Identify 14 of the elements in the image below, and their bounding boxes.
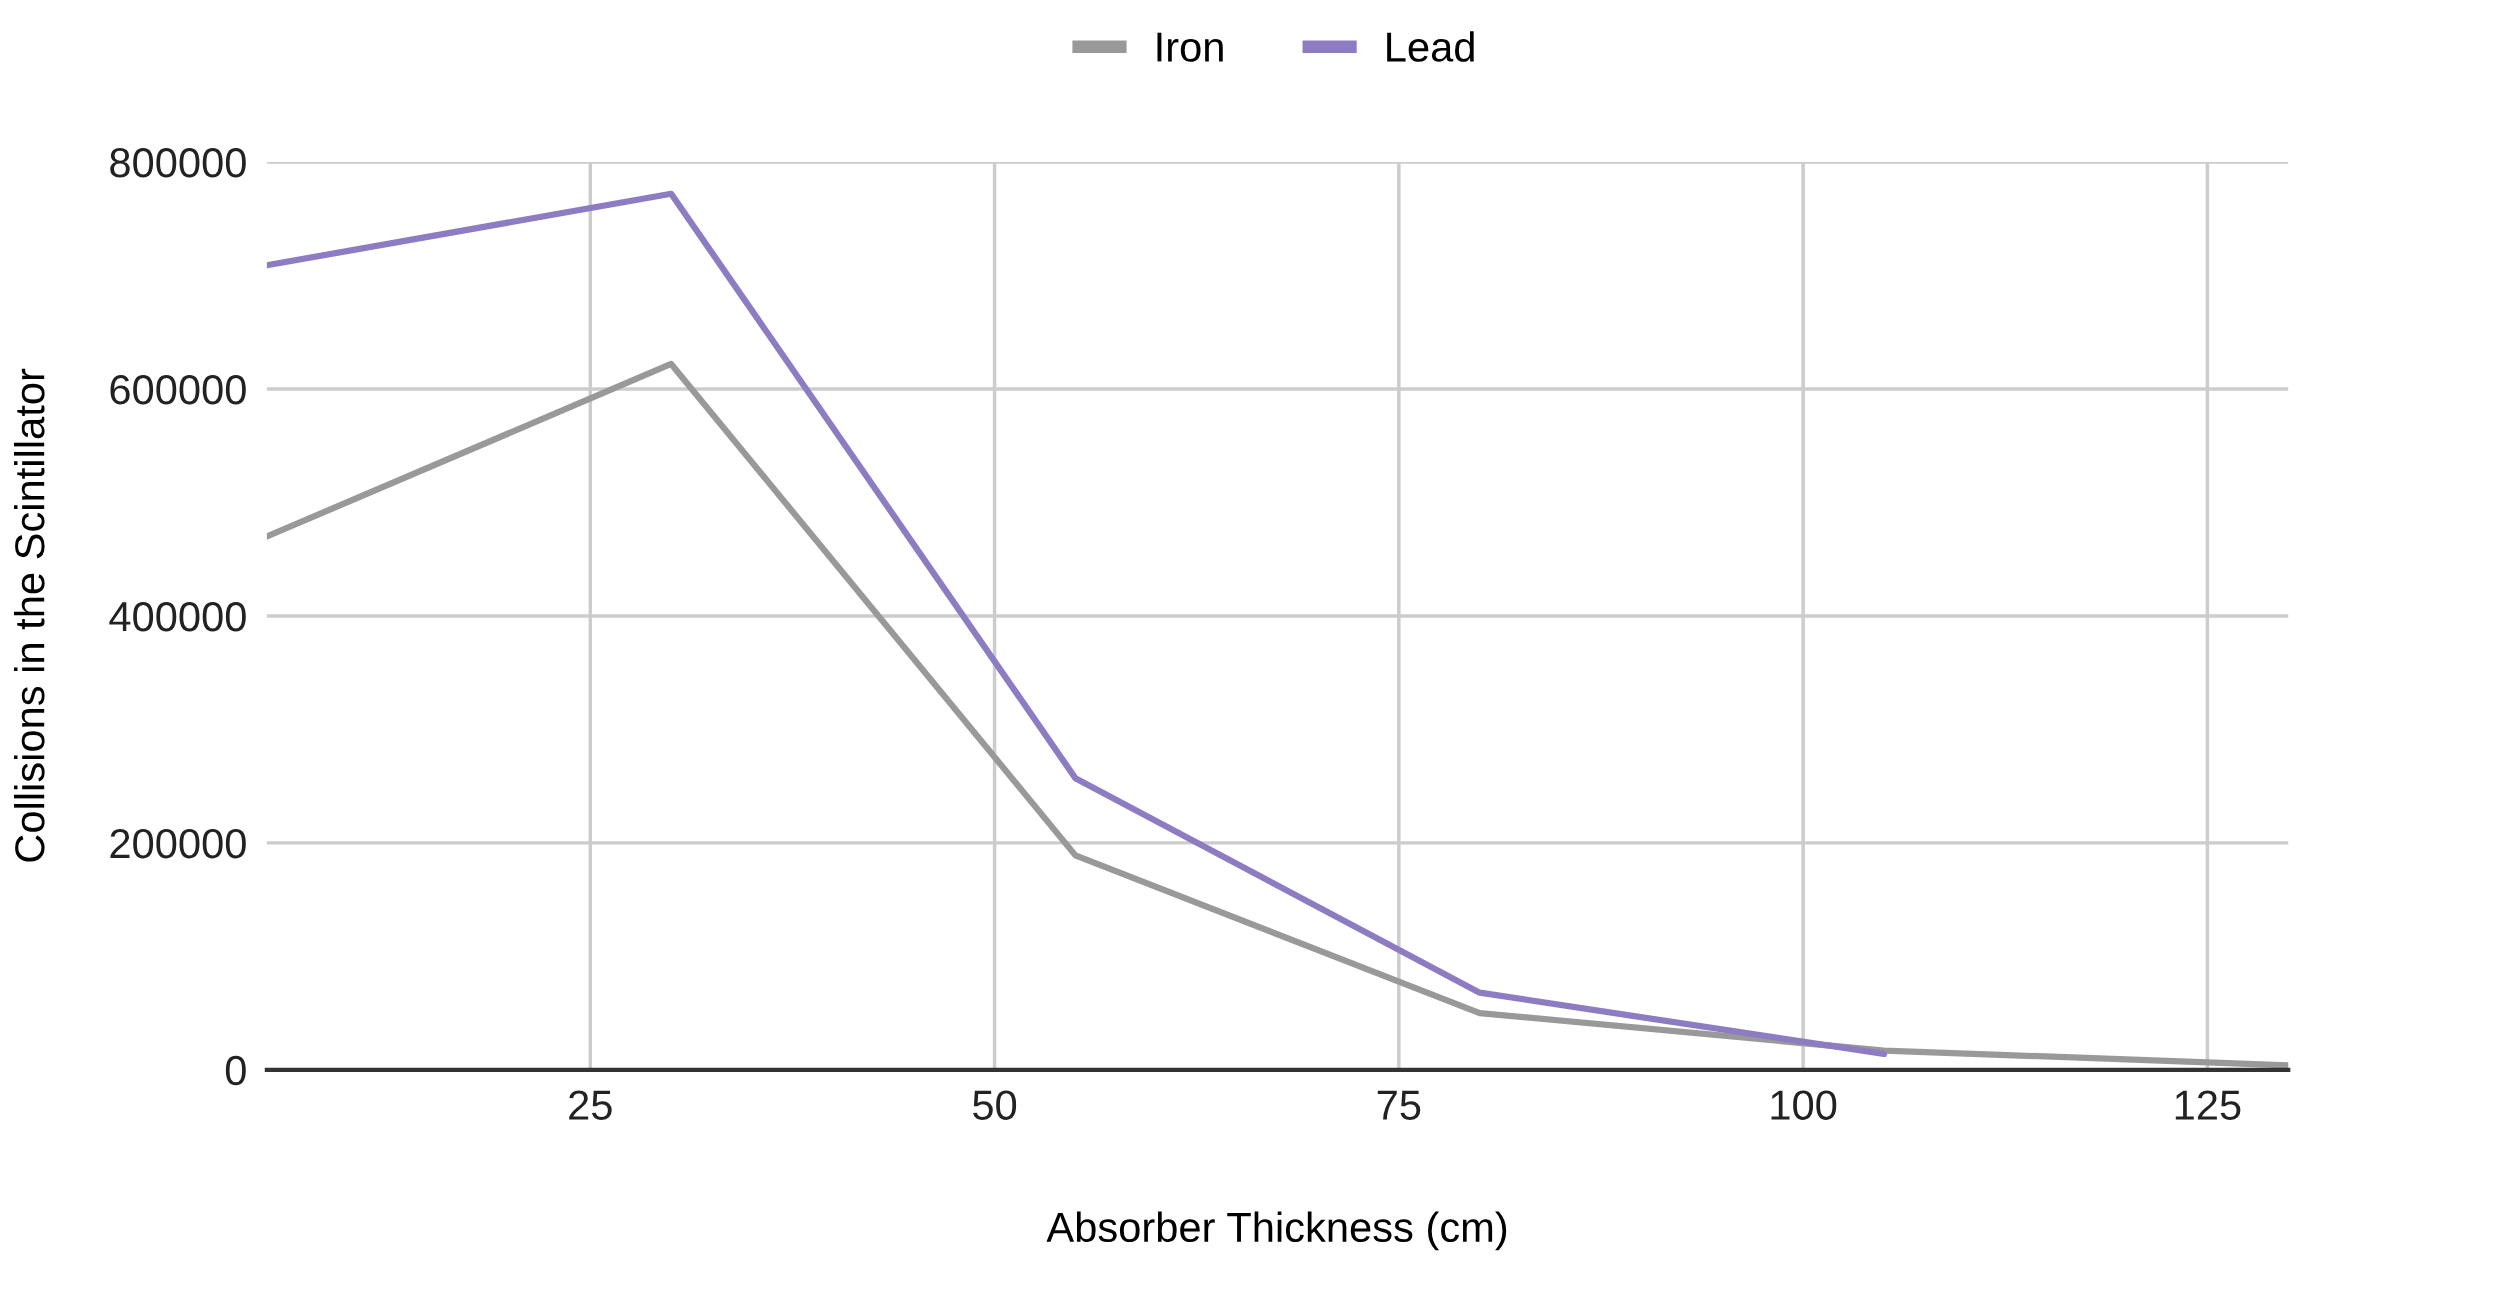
x-tick-label: 100 xyxy=(1771,1090,1837,1120)
x-tick-label: 25 xyxy=(569,1090,612,1120)
x-tick-label: 125 xyxy=(2175,1090,2241,1120)
y-tick-label: 800000 xyxy=(110,148,246,178)
y-tick-label: 600000 xyxy=(110,374,246,405)
x-tick-label: 50 xyxy=(973,1090,1017,1120)
legend-label: Lead xyxy=(1387,31,1474,62)
legend-label: Iron xyxy=(1157,32,1223,62)
x-tick-label: 75 xyxy=(1377,1090,1421,1120)
y-tick-label: 200000 xyxy=(110,828,246,859)
y-tick-label: 400000 xyxy=(109,601,246,632)
y-tick-label: 0 xyxy=(225,1055,246,1086)
y-axis-title: Collisions in the Scintillator xyxy=(13,368,45,862)
x-axis-title: Absorber Thickness (cm) xyxy=(1046,1211,1507,1251)
